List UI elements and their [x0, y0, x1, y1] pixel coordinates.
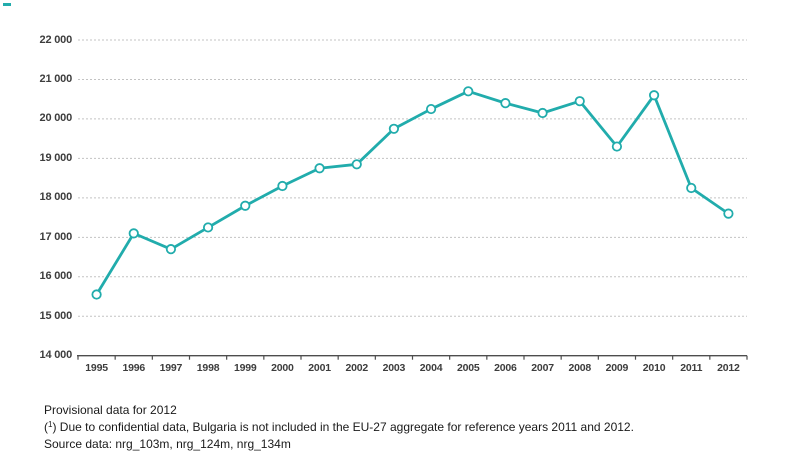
data-point: [351, 159, 362, 170]
data-point: [425, 103, 437, 115]
x-axis-label: 2002: [345, 361, 369, 374]
x-axis-label: 2005: [456, 361, 480, 374]
x-axis-label: 1999: [233, 361, 257, 374]
note-source: Source data: nrg_103m, nrg_124m, nrg_134…: [44, 437, 291, 451]
y-axis-label: 21 000: [39, 72, 73, 85]
data-point: [277, 180, 288, 192]
y-axis-label: 22 000: [39, 33, 73, 46]
data-point: [574, 96, 585, 107]
y-axis-label: 14 000: [39, 349, 73, 362]
y-axis-label: 15 000: [39, 309, 73, 322]
x-axis-label: 2007: [531, 361, 554, 374]
data-point: [128, 228, 139, 239]
x-axis-label: 1998: [196, 361, 220, 374]
x-axis-label: 2012: [717, 361, 740, 374]
footnote-open-paren: (: [44, 420, 48, 434]
data-point: [648, 90, 660, 101]
y-axis-label: 16 000: [39, 270, 73, 283]
footnote-superscript: 1: [48, 420, 53, 429]
data-point: [500, 98, 511, 109]
footnote-text: ) Due to confidential data, Bulgaria is …: [52, 420, 634, 434]
x-axis-label: 2008: [568, 361, 592, 374]
plot-canvas: [77, 39, 748, 360]
x-axis-label: 1995: [85, 361, 108, 374]
x-axis-label: 2001: [308, 361, 331, 374]
y-axis-label: 18 000: [39, 191, 73, 204]
data-point: [165, 244, 177, 255]
data-series-line: [95, 89, 730, 296]
x-axis-label: 2000: [271, 361, 294, 374]
x-axis-label: 1996: [122, 361, 146, 374]
y-axis-label: 20 000: [39, 112, 73, 125]
note-footnote: (1) Due to confidential data, Bulgaria i…: [44, 419, 634, 436]
data-point: [91, 289, 102, 300]
x-axis-label: 1997: [159, 361, 183, 374]
note-provisional: Provisional data for 2012: [44, 403, 177, 417]
x-axis-label: 2010: [642, 361, 666, 374]
data-point: [240, 200, 251, 211]
line-chart: 14 000 15 000 16 000 17 000 18 000 19 000 20 0…: [39, 33, 748, 374]
x-axis-label: 2006: [494, 361, 517, 374]
data-point: [388, 123, 400, 134]
y-axis-label: 19 000: [39, 151, 73, 164]
x-axis-label: 2003: [382, 361, 406, 374]
data-point: [611, 141, 623, 152]
x-axis-label: 2009: [605, 361, 629, 374]
series-color-dash: [3, 3, 11, 6]
data-point: [314, 163, 325, 174]
data-point: [202, 222, 214, 233]
x-axis-label: 2011: [680, 361, 703, 374]
data-point: [723, 208, 734, 219]
x-axis-label: 2004: [419, 361, 443, 374]
chart-notes: Provisional data for 2012 (1) Due to con…: [44, 402, 634, 453]
data-point: [686, 182, 697, 194]
y-axis-label: 17 000: [39, 230, 73, 243]
data-point: [537, 107, 548, 119]
data-point: [463, 86, 474, 97]
